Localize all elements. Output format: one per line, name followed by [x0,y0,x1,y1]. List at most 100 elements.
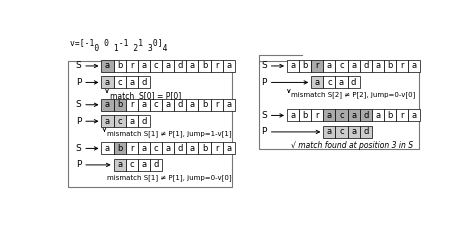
Bar [210,60,223,72]
Text: v=[-1  0  -1  1  0]: v=[-1 0 -1 1 0] [70,38,162,47]
Text: b: b [117,100,122,109]
Text: a: a [141,100,146,109]
Bar [199,142,210,154]
Text: mismatch S[1] ≠ P[1], jump=1-v[1]: mismatch S[1] ≠ P[1], jump=1-v[1] [107,130,232,137]
Text: a: a [117,161,122,169]
Text: d: d [178,144,183,153]
Text: a: a [327,111,332,120]
Bar [360,60,372,72]
Text: c: c [154,61,158,71]
Bar [210,142,223,154]
Bar [347,126,360,138]
Bar [114,60,126,72]
Text: r: r [401,61,404,71]
Bar [336,109,347,121]
Bar [162,60,174,72]
Text: a: a [165,61,171,71]
Bar [311,60,323,72]
Bar [174,99,186,111]
Text: P: P [76,161,82,169]
Text: a: a [129,78,134,87]
Bar [299,60,311,72]
Bar [360,126,372,138]
Text: a: a [226,100,231,109]
Bar [372,109,384,121]
Bar [101,115,114,127]
Text: r: r [401,111,404,120]
Text: a: a [105,100,110,109]
Text: d: d [363,111,368,120]
Text: c: c [118,117,122,126]
Bar [323,76,336,88]
Bar [114,115,126,127]
Text: c: c [339,111,344,120]
Bar [114,99,126,111]
Bar [384,60,396,72]
Bar [186,99,199,111]
Text: d: d [141,117,146,126]
Bar [396,60,408,72]
Bar [138,60,150,72]
Text: a: a [327,61,332,71]
Bar [336,76,347,88]
Bar [223,99,235,111]
Bar [126,115,138,127]
Bar [396,109,408,121]
Bar [336,60,347,72]
Text: a: a [129,117,134,126]
Bar [287,60,299,72]
Text: b: b [202,144,207,153]
Text: d: d [141,78,146,87]
Text: r: r [130,144,134,153]
Bar [186,60,199,72]
Bar [287,109,299,121]
Bar [114,76,126,88]
Bar [126,159,138,171]
Text: a: a [226,61,231,71]
Bar [162,142,174,154]
Text: S: S [261,111,267,120]
Text: a: a [315,78,320,87]
Bar [150,142,162,154]
Text: b: b [387,111,393,120]
Bar [408,60,420,72]
Text: √ match found at position 3 in S: √ match found at position 3 in S [291,141,413,150]
Text: a: a [105,61,110,71]
Text: a: a [105,144,110,153]
Text: b: b [117,61,122,71]
Bar [150,99,162,111]
Text: P: P [262,128,267,136]
Bar [126,76,138,88]
Bar [174,142,186,154]
Text: c: c [118,78,122,87]
Text: a: a [165,144,171,153]
Text: S: S [75,144,82,153]
Text: a: a [141,61,146,71]
Bar [299,109,311,121]
Text: a: a [351,128,356,136]
Bar [138,159,150,171]
Text: r: r [316,111,319,120]
Text: d: d [363,61,368,71]
Text: match  S[0] = P[0]: match S[0] = P[0] [109,91,181,101]
Text: 0   1   2  3  4: 0 1 2 3 4 [70,44,167,53]
Bar [150,60,162,72]
Bar [126,142,138,154]
Text: a: a [165,100,171,109]
Bar [138,115,150,127]
Text: a: a [375,111,381,120]
Text: d: d [154,161,159,169]
Text: c: c [339,128,344,136]
Text: a: a [375,61,381,71]
Text: a: a [190,100,195,109]
Text: r: r [130,61,134,71]
Text: r: r [316,61,319,71]
Bar [336,126,347,138]
Text: r: r [215,61,219,71]
Text: d: d [178,61,183,71]
Text: b: b [202,100,207,109]
Bar [101,99,114,111]
Bar [323,126,336,138]
Text: P: P [262,78,267,87]
Text: b: b [302,111,308,120]
